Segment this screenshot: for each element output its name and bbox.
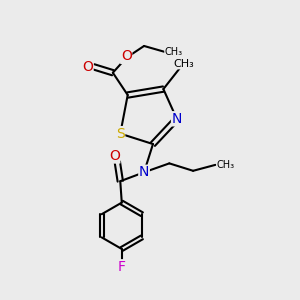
Text: CH₃: CH₃ [165, 47, 183, 57]
Text: S: S [116, 127, 125, 141]
Text: CH₃: CH₃ [174, 59, 195, 69]
Text: O: O [82, 60, 93, 74]
Text: O: O [109, 149, 120, 163]
Text: N: N [172, 112, 182, 126]
Text: F: F [118, 260, 126, 274]
Text: N: N [139, 165, 149, 179]
Text: CH₃: CH₃ [217, 160, 235, 170]
Text: O: O [121, 50, 132, 63]
